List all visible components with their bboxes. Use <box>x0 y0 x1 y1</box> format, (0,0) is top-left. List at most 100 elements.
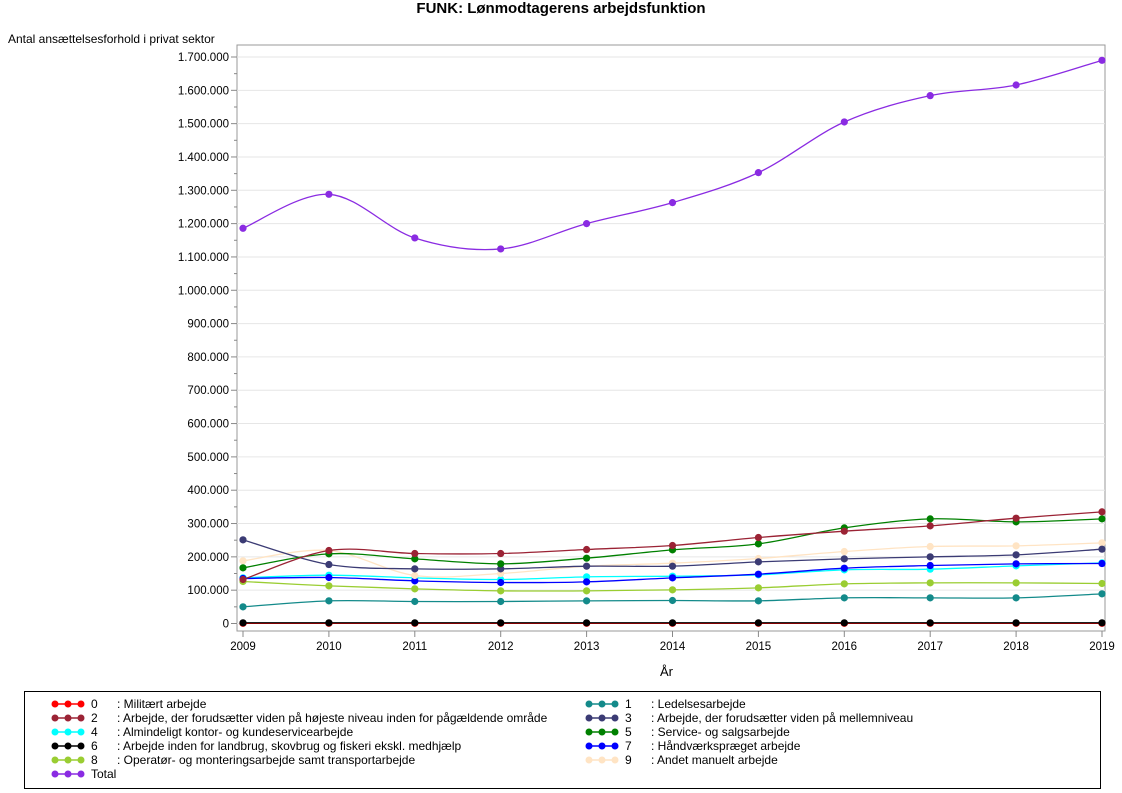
data-point-6 <box>411 619 419 627</box>
x-axis-label: År <box>660 664 673 679</box>
data-point-8 <box>497 587 505 595</box>
data-point-6 <box>1012 619 1020 627</box>
y-tick-label: 100.000 <box>187 585 229 597</box>
legend-code: 7 <box>625 739 632 753</box>
data-point-total <box>754 169 763 177</box>
data-point-3 <box>1012 551 1020 559</box>
y-tick-label: 500.000 <box>187 452 229 464</box>
y-axis-label: Antal ansættelsesforhold i privat sektor <box>8 32 215 46</box>
data-point-2 <box>411 549 419 558</box>
y-tick-label: 1.300.000 <box>178 185 229 197</box>
data-point-total <box>325 190 333 198</box>
data-point-total <box>926 92 934 100</box>
plot-frame <box>236 44 1106 632</box>
data-point-2 <box>1012 514 1020 522</box>
data-point-2 <box>1098 508 1106 516</box>
data-point-2 <box>754 533 763 542</box>
data-point-5 <box>497 560 505 568</box>
data-point-6 <box>325 619 333 627</box>
data-point-total <box>239 224 247 232</box>
data-point-total <box>1012 81 1020 89</box>
legend-code: 8 <box>91 753 98 767</box>
data-point-5 <box>411 555 419 563</box>
data-point-8 <box>840 580 848 588</box>
legend-label: : Håndværkspræget arbejde <box>651 739 801 753</box>
legend-code: 3 <box>625 711 632 725</box>
data-point-6 <box>239 619 247 627</box>
legend-marker-icon <box>585 714 619 722</box>
data-point-9 <box>1012 542 1020 550</box>
data-point-8 <box>754 584 763 592</box>
x-tick-label: 2009 <box>230 641 256 653</box>
data-point-1 <box>325 597 333 605</box>
data-point-6 <box>497 619 505 627</box>
data-point-8 <box>1012 579 1020 587</box>
data-point-8 <box>583 587 591 595</box>
legend-label: : Militært arbejde <box>117 697 207 711</box>
data-point-6 <box>668 619 677 627</box>
y-tick-label: 1.200.000 <box>178 219 229 231</box>
legend-marker-icon <box>51 756 85 764</box>
data-point-7 <box>411 577 419 585</box>
x-tick-label: 2012 <box>488 641 514 653</box>
legend-code: 4 <box>91 725 98 739</box>
data-point-6 <box>926 619 934 627</box>
data-point-6 <box>583 619 591 627</box>
data-point-3 <box>583 562 591 570</box>
legend-label: : Arbejde inden for landbrug, skovbrug o… <box>117 739 462 753</box>
data-point-8 <box>411 585 419 593</box>
data-point-2 <box>497 549 505 558</box>
data-point-7 <box>926 561 934 570</box>
legend-label: : Operatør- og monteringsarbejde samt tr… <box>117 753 416 767</box>
data-point-7 <box>1012 560 1020 568</box>
legend-code: 0 <box>91 697 98 711</box>
data-point-3 <box>754 558 763 566</box>
data-point-3 <box>926 553 934 561</box>
data-point-5 <box>583 554 591 562</box>
data-point-1 <box>411 597 419 606</box>
legend-label: : Service- og salgsarbejde <box>651 725 790 739</box>
y-tick-label: 600.000 <box>187 419 229 431</box>
legend-marker-icon <box>585 756 619 764</box>
data-point-2 <box>325 546 333 555</box>
legend-marker-icon <box>51 714 85 722</box>
data-point-6 <box>840 619 848 627</box>
data-point-total <box>583 220 591 228</box>
y-tick-label: 1.600.000 <box>178 85 229 97</box>
x-tick-label: 2018 <box>1003 641 1029 653</box>
data-point-7 <box>325 573 333 582</box>
legend-label: : Arbejde, der forudsætter viden på mell… <box>651 711 914 725</box>
data-point-5 <box>754 540 763 548</box>
x-tick-label: 2010 <box>316 641 342 653</box>
data-point-6 <box>754 619 763 627</box>
y-tick-label: 0 <box>223 619 229 631</box>
y-tick-label: 1.400.000 <box>178 152 229 164</box>
y-tick-label: 400.000 <box>187 485 229 497</box>
data-point-total <box>411 234 419 242</box>
data-point-7 <box>754 570 763 578</box>
x-tick-label: 2014 <box>660 641 686 653</box>
legend: 0: Militært arbejde 2: Arbejde, der forud… <box>24 691 1101 789</box>
legend-label: Total <box>91 767 117 781</box>
data-point-8 <box>668 586 677 594</box>
data-point-2 <box>926 522 934 530</box>
y-tick-label: 900.000 <box>187 319 229 331</box>
legend-marker-icon <box>585 700 619 708</box>
y-tick-label: 800.000 <box>187 352 229 364</box>
data-point-1 <box>1012 594 1020 602</box>
data-point-9 <box>840 547 848 556</box>
y-tick-label: 1.000.000 <box>178 285 229 297</box>
y-tick-label: 1.500.000 <box>178 119 229 131</box>
data-point-7 <box>840 564 848 572</box>
legend-code: 5 <box>625 725 632 739</box>
x-tick-label: 2017 <box>917 641 943 653</box>
data-point-1 <box>583 597 591 605</box>
data-point-total <box>1098 56 1106 64</box>
data-point-3 <box>411 565 419 573</box>
y-tick-label: 200.000 <box>187 552 229 564</box>
y-tick-label: 300.000 <box>187 519 229 531</box>
data-point-2 <box>668 541 677 550</box>
legend-marker-icon <box>51 742 85 750</box>
data-point-1 <box>926 594 934 602</box>
